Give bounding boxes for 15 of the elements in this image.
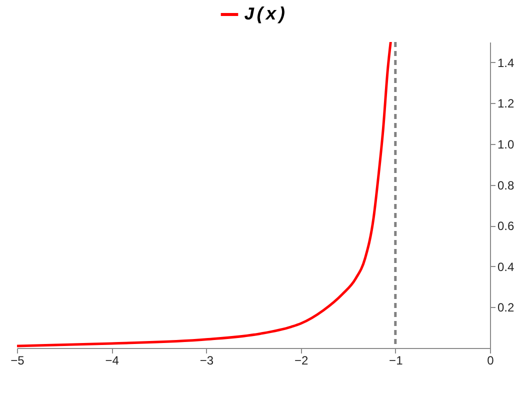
x-tick-label: −4 — [105, 354, 120, 368]
y-tick-label: 1.4 — [498, 56, 515, 70]
line-series — [17, 42, 392, 348]
x-tick-label: 0 — [487, 354, 494, 368]
y-tick-label: 1.2 — [498, 96, 515, 111]
y-tick-label: 0.4 — [498, 260, 515, 274]
x-tick-label: −5 — [10, 354, 25, 368]
y-tick-label: 0.2 — [498, 300, 515, 315]
legend-label: J(x) — [244, 6, 288, 26]
y-tick-label: 1.0 — [498, 138, 515, 152]
y-tick-label: 0.6 — [498, 219, 515, 234]
y-tick-label: 0.8 — [498, 178, 515, 192]
x-tick-label: −1 — [389, 354, 404, 368]
x-tick-label: −3 — [200, 354, 214, 368]
x-tick-label: −2 — [294, 354, 308, 368]
